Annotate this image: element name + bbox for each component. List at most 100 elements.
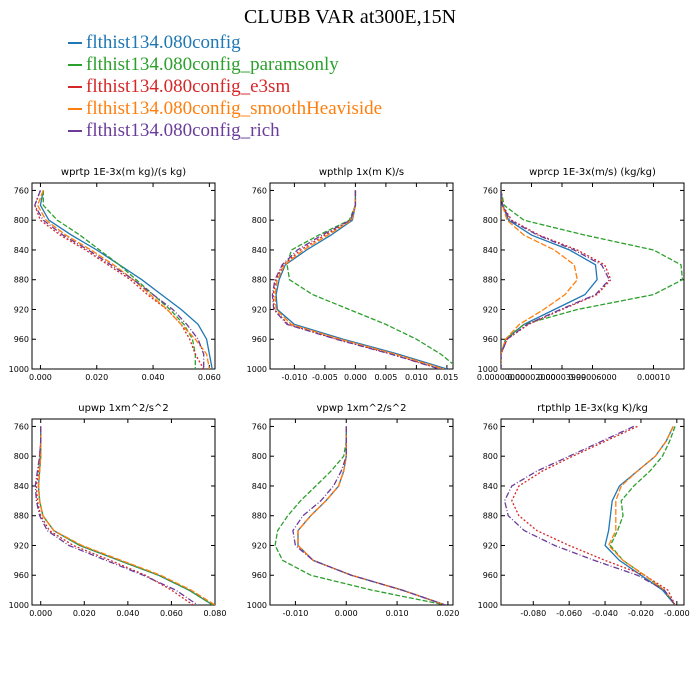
x-tick-label: 0.000 [344,373,367,382]
legend-item-rich: flthist134.080config_rich [68,120,382,142]
y-tick-label: 800 [483,452,498,461]
panel-6: rtpthlp 1E-3x(kg K)/kg 760 800 840 880 920 960… [478,403,690,618]
y-tick-label: 800 [483,216,498,225]
panel-frame [500,182,685,370]
series-line [511,425,676,605]
series-line [297,426,446,605]
legend-label: flthist134.080config_rich [86,120,280,141]
series-line [503,425,676,605]
panel-title: wpthlp 1x(m K)/s [319,167,404,178]
y-tick-label: 840 [483,246,498,255]
x-tick-label: -0.005 [312,373,338,382]
panel-title: wprtp 1E-3x(m kg)/(s kg) [61,167,186,178]
y-tick-label: 760 [252,422,267,431]
legend-item-paramsonly: flthist134.080config_paramsonly [68,54,382,76]
panel-title: vpwp 1xm^2/s^2 [316,403,406,414]
x-tick-label: 0.005 [374,373,397,382]
legend: flthist134.080config flthist134.080confi… [68,32,382,142]
y-tick-label: 880 [483,276,498,285]
x-tick-label: 0.00000000 [477,373,525,382]
series-line [39,190,213,369]
y-tick-label: 800 [14,216,29,225]
y-tick-label: 920 [483,541,498,550]
x-tick-label: 0.000 [29,609,52,618]
x-tick-label: 0.015 [435,373,458,382]
y-tick-label: 880 [252,276,267,285]
panel-frame [269,418,454,606]
series-line [37,426,214,605]
panel-5: vpwp 1xm^2/s^2 760 800 840 880 920 960 1000 -0.0… [247,403,460,618]
y-tick-label: 760 [483,186,498,195]
y-tick-label: 840 [483,482,498,491]
series-line [42,190,196,369]
panel-4: upwp 1xm^2/s^2 760 800 840 880 920 960 10000.00… [9,403,227,618]
series-line [34,426,198,605]
panel-frame [31,182,216,370]
legend-swatch [68,85,82,88]
x-tick-label: 0.060 [198,373,221,382]
y-tick-label: 960 [14,571,29,580]
x-tick-label: -0.010 [282,373,308,382]
series-line [607,426,676,605]
legend-item-smoothheaviside: flthist134.080config_smoothHeaviside [68,98,382,120]
panel-title: upwp 1xm^2/s^2 [78,403,168,414]
y-tick-label: 1000 [9,601,29,610]
y-tick-label: 920 [252,541,267,550]
series-line [297,426,446,605]
figure-title: CLUBB VAR at300E,15N [243,6,457,28]
x-tick-label: -0.020 [628,609,654,618]
y-tick-label: 1000 [478,365,498,374]
legend-swatch [68,41,82,44]
y-tick-label: 800 [252,216,267,225]
series-line [501,190,611,369]
panel-title: wprcp 1E-3x(m/s) (kg/kg) [529,167,656,178]
series-line [275,190,448,369]
series-line [501,190,598,369]
x-tick-label: -0.080 [520,609,546,618]
legend-label: flthist134.080config_e3sm [86,76,291,97]
series-line [37,426,214,605]
x-tick-label: 0.040 [142,373,165,382]
y-tick-label: 760 [252,186,267,195]
y-tick-label: 960 [14,335,29,344]
x-tick-label: 0.010 [405,373,428,382]
series-line [34,190,205,369]
y-tick-label: 760 [483,422,498,431]
y-tick-label: 960 [483,571,498,580]
series-line [286,190,453,365]
y-tick-label: 880 [14,276,29,285]
y-tick-label: 840 [14,246,29,255]
x-tick-label: 0.010 [386,609,409,618]
series-line [609,426,676,605]
y-tick-label: 960 [483,335,498,344]
y-tick-label: 840 [14,482,29,491]
x-tick-label: 0.000 [29,373,52,382]
series-line [292,426,446,605]
series-line [274,426,446,605]
legend-swatch [68,129,82,132]
legend-swatch [68,107,82,110]
series-line [501,190,578,369]
series-line [297,426,446,605]
x-tick-label: -0.060 [556,609,582,618]
series-line [501,190,684,369]
y-tick-label: 1000 [9,365,29,374]
x-tick-label: -0.040 [592,609,618,618]
legend-label: flthist134.080config_smoothHeaviside [86,98,383,119]
panel-title: rtpthlp 1E-3x(kg K)/kg [537,403,648,414]
x-tick-label: 0.000 [335,609,358,618]
y-tick-label: 760 [14,186,29,195]
x-tick-label: 0.020 [436,609,459,618]
panel-3: wprcp 1E-3x(m/s) (kg/kg) 760 800 840 880 920 9… [477,167,685,382]
legend-item-config: flthist134.080config [68,32,382,54]
x-tick-label: 0.00003999 [538,373,586,382]
y-tick-label: 880 [483,512,498,521]
x-tick-label: 0.020 [73,609,96,618]
legend-label: flthist134.080config_paramsonly [86,54,339,75]
series-line [34,190,205,369]
y-tick-label: 840 [252,482,267,491]
legend-item-e3sm: flthist134.080config_e3sm [68,76,382,98]
series-line [501,190,612,369]
y-tick-label: 1000 [478,601,498,610]
